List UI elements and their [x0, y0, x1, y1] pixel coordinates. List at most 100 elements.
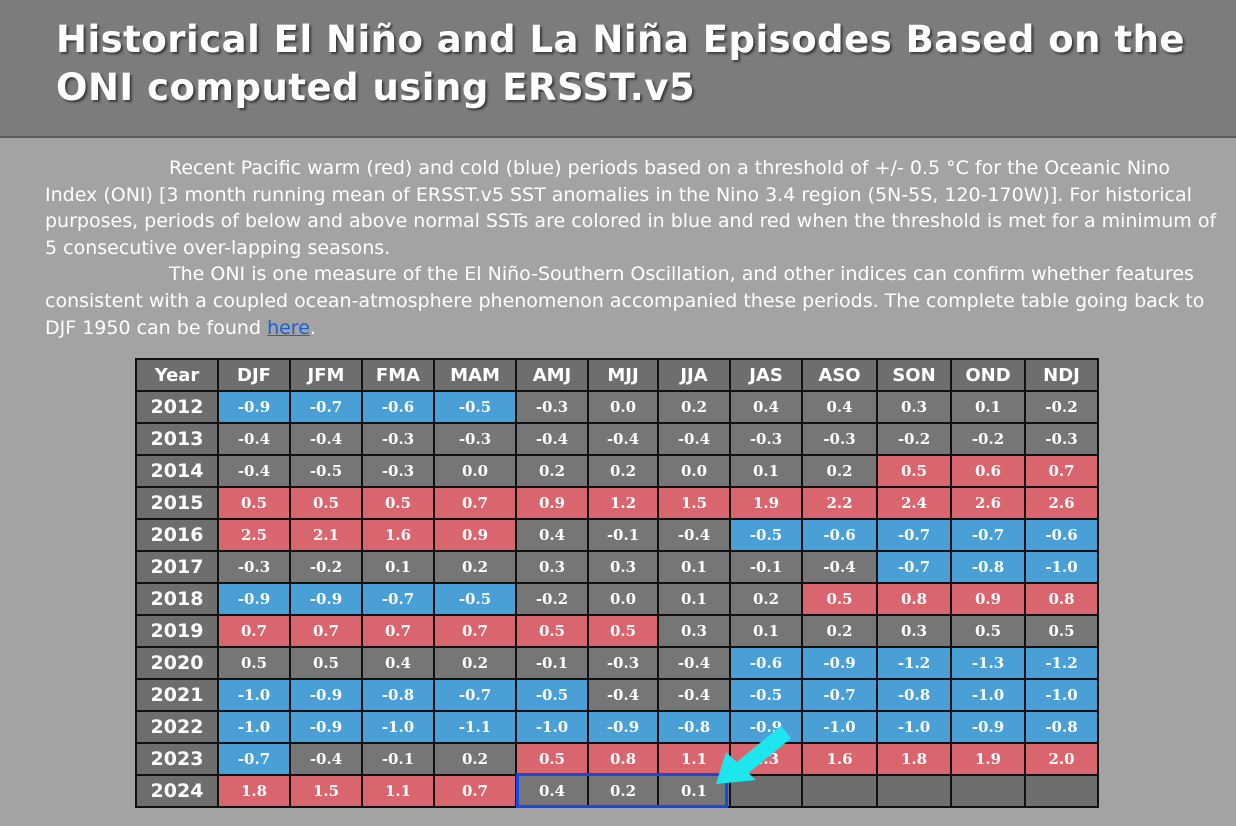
oni-value-cell: -1.0 [876, 710, 952, 744]
table-row: 2023 -0.7 -0.4 -0.1 0.2 0.5 0.8 1.1 1.3 1.6 1.8 1.9… [135, 742, 1099, 776]
oni-value-cell: -0.4 [657, 422, 731, 456]
oni-value-cell: 1.8 [217, 774, 291, 808]
oni-value-cell: -0.5 [729, 518, 803, 552]
oni-value-cell: -0.5 [289, 454, 363, 488]
oni-value-cell: -1.0 [361, 710, 435, 744]
oni-value-cell: -0.7 [361, 582, 435, 616]
oni-value-cell: 0.0 [657, 454, 731, 488]
oni-value-cell: 0.1 [657, 550, 731, 584]
oni-value-cell: 0.5 [876, 454, 952, 488]
column-header-djf: DJF [217, 358, 291, 392]
oni-value-cell: 1.9 [950, 742, 1026, 776]
year-cell: 2023 [135, 742, 219, 776]
oni-value-cell: -0.2 [515, 582, 589, 616]
intro-paragraph-1: Recent Pacific warm (red) and cold (blue… [45, 157, 1217, 259]
oni-value-cell: -0.5 [729, 678, 803, 712]
oni-value-cell: 2.6 [950, 486, 1026, 520]
oni-value-cell: 0.4 [515, 774, 589, 808]
oni-value-cell: 0.2 [801, 454, 878, 488]
oni-value-cell [801, 774, 878, 808]
oni-value-cell: 0.2 [729, 582, 803, 616]
oni-value-cell: 0.2 [515, 454, 589, 488]
column-header-fma: FMA [361, 358, 435, 392]
column-header-mam: MAM [433, 358, 517, 392]
column-header-year: Year [135, 358, 219, 392]
year-cell: 2015 [135, 486, 219, 520]
oni-value-cell: -1.0 [515, 710, 589, 744]
year-cell: 2016 [135, 518, 219, 552]
column-header-aso: ASO [801, 358, 878, 392]
oni-value-cell: -1.1 [433, 710, 517, 744]
year-cell: 2021 [135, 678, 219, 712]
oni-value-cell: 0.5 [587, 614, 659, 648]
oni-value-cell: -0.8 [361, 678, 435, 712]
year-cell: 2013 [135, 422, 219, 456]
oni-value-cell: -0.5 [515, 678, 589, 712]
oni-value-cell: -1.0 [801, 710, 878, 744]
table-row: 2015 0.5 0.5 0.5 0.7 0.9 1.2 1.5 1.9 2.2 2.4 2.6 2.6 [135, 486, 1099, 520]
oni-value-cell: 0.7 [217, 614, 291, 648]
oni-value-cell: 0.2 [433, 646, 517, 680]
oni-value-cell: -0.4 [657, 646, 731, 680]
oni-value-cell: -0.3 [361, 422, 435, 456]
oni-value-cell: 0.2 [587, 774, 659, 808]
oni-value-cell: -1.3 [950, 646, 1026, 680]
page-title-line-2: ONI computed using ERSST.v5 [56, 66, 696, 109]
oni-value-cell: -0.3 [515, 390, 589, 424]
oni-value-cell: 0.8 [1024, 582, 1099, 616]
oni-value-cell: 0.0 [587, 582, 659, 616]
oni-value-cell: -0.4 [217, 422, 291, 456]
cyan-arrow-icon [716, 725, 792, 784]
oni-value-cell: 0.8 [876, 582, 952, 616]
oni-value-cell: 1.6 [361, 518, 435, 552]
oni-value-cell: 0.4 [361, 646, 435, 680]
oni-value-cell: -0.8 [876, 678, 952, 712]
oni-value-cell: 2.2 [801, 486, 878, 520]
year-cell: 2017 [135, 550, 219, 584]
oni-value-cell: 1.5 [657, 486, 731, 520]
full-table-link[interactable]: here [267, 316, 310, 339]
oni-value-cell: -0.7 [801, 678, 878, 712]
oni-value-cell: -0.3 [361, 454, 435, 488]
oni-value-cell: 0.7 [289, 614, 363, 648]
oni-value-cell: -0.4 [587, 678, 659, 712]
oni-value-cell: 0.3 [515, 550, 589, 584]
oni-value-cell: -0.3 [217, 550, 291, 584]
oni-value-cell [950, 774, 1026, 808]
oni-value-cell: 1.2 [587, 486, 659, 520]
oni-value-cell: 0.2 [657, 390, 731, 424]
oni-value-cell: 0.2 [801, 614, 878, 648]
oni-value-cell: -0.4 [289, 422, 363, 456]
oni-value-cell: 0.2 [587, 454, 659, 488]
year-cell: 2022 [135, 710, 219, 744]
year-cell: 2020 [135, 646, 219, 680]
oni-value-cell: -1.0 [1024, 678, 1099, 712]
oni-value-cell: -0.9 [950, 710, 1026, 744]
oni-value-cell: 0.5 [515, 614, 589, 648]
oni-value-cell: 0.5 [217, 486, 291, 520]
intro-paragraph-2-text: The ONI is one measure of the El Niño-So… [45, 263, 1205, 339]
oni-value-cell: -0.3 [801, 422, 878, 456]
oni-value-cell: 0.9 [433, 518, 517, 552]
oni-value-cell: 0.1 [729, 454, 803, 488]
oni-value-cell: -0.2 [289, 550, 363, 584]
oni-value-cell: -1.2 [876, 646, 952, 680]
oni-value-cell: 0.7 [361, 614, 435, 648]
oni-value-cell: 0.0 [433, 454, 517, 488]
year-cell: 2018 [135, 582, 219, 616]
column-header-jfm: JFM [289, 358, 363, 392]
column-header-ond: OND [950, 358, 1026, 392]
table-row: 2013 -0.4 -0.4 -0.3 -0.3 -0.4 -0.4 -0.4 -0.3 -0.3… [135, 422, 1099, 456]
oni-value-cell: -0.6 [729, 646, 803, 680]
table-row: 2014 -0.4 -0.5 -0.3 0.0 0.2 0.2 0.0 0.1 0.2 0.5 0.6… [135, 454, 1099, 488]
oni-value-cell: -0.2 [1024, 390, 1099, 424]
intro-text: Recent Pacific warm (red) and cold (blue… [45, 155, 1220, 341]
oni-value-cell: 0.9 [950, 582, 1026, 616]
oni-value-cell: -0.9 [217, 582, 291, 616]
oni-value-cell: 1.8 [876, 742, 952, 776]
oni-value-cell: -0.8 [1024, 710, 1099, 744]
intro-paragraph-2: The ONI is one measure of the El Niño-So… [45, 261, 1220, 341]
oni-value-cell: -0.4 [801, 550, 878, 584]
oni-value-cell: -0.8 [657, 710, 731, 744]
year-cell: 2012 [135, 390, 219, 424]
